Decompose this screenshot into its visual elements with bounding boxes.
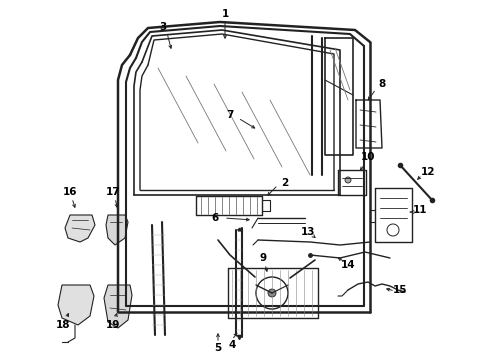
Text: 9: 9 (259, 253, 267, 263)
Polygon shape (58, 285, 94, 325)
Circle shape (345, 177, 351, 183)
Text: 6: 6 (211, 213, 219, 223)
Text: 4: 4 (228, 340, 236, 350)
Text: 12: 12 (421, 167, 435, 177)
Text: 5: 5 (215, 343, 221, 353)
Text: 13: 13 (301, 227, 315, 237)
Text: 1: 1 (221, 9, 229, 19)
Polygon shape (65, 215, 95, 242)
Polygon shape (104, 285, 132, 328)
Circle shape (256, 277, 288, 309)
Text: 8: 8 (378, 79, 386, 89)
Circle shape (268, 289, 276, 297)
Text: 19: 19 (106, 320, 120, 330)
Text: 17: 17 (106, 187, 121, 197)
Text: 10: 10 (361, 152, 375, 162)
Text: 16: 16 (63, 187, 77, 197)
Text: 2: 2 (281, 178, 289, 188)
Text: 3: 3 (159, 22, 167, 32)
Text: 11: 11 (413, 205, 427, 215)
Polygon shape (106, 215, 128, 245)
Text: 14: 14 (341, 260, 355, 270)
Text: 7: 7 (226, 110, 234, 120)
Text: 15: 15 (393, 285, 407, 295)
Text: 18: 18 (56, 320, 70, 330)
